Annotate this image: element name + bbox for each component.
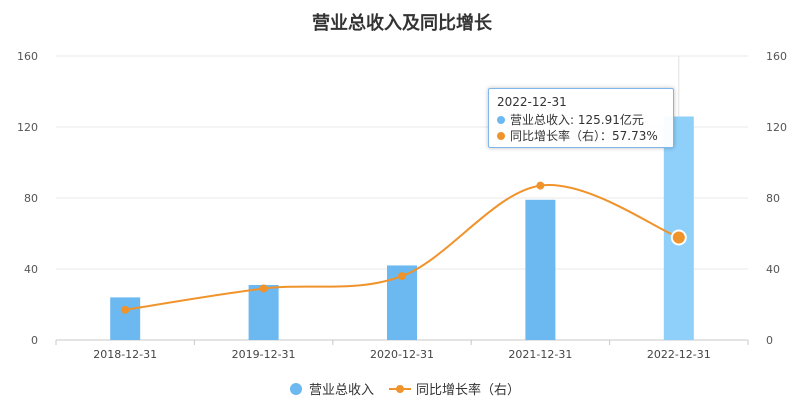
tooltip-revenue-label: 营业总收入 bbox=[510, 113, 571, 127]
tooltip-revenue-value: 125.91亿元 bbox=[577, 113, 644, 127]
tooltip-row-revenue: 营业总收入: 125.91亿元 bbox=[497, 111, 644, 128]
tooltip-growth-label: 同比增长率（右） bbox=[510, 129, 601, 143]
x-tick-label: 2022-12-31 bbox=[647, 348, 711, 361]
x-tick-label: 2019-12-31 bbox=[232, 348, 296, 361]
y-right-tick-label: 80 bbox=[766, 192, 780, 205]
tooltip-growth-dot bbox=[497, 132, 505, 140]
tooltip-row-growth: 同比增长率（右）：57.73% bbox=[497, 127, 658, 144]
legend-growth-label: 同比增长率（右） bbox=[416, 382, 520, 398]
growth-rate-point bbox=[259, 284, 268, 293]
y-right-tick-label: 120 bbox=[766, 121, 787, 134]
y-left-tick-label: 120 bbox=[17, 121, 38, 134]
y-right-tick-label: 40 bbox=[766, 263, 780, 276]
growth-rate-point bbox=[536, 181, 545, 190]
y-left-tick-label: 0 bbox=[31, 334, 38, 347]
tooltip-growth-value: 57.73% bbox=[612, 129, 658, 143]
y-right-tick-label: 160 bbox=[766, 50, 787, 63]
legend-growth-swatch-dot bbox=[396, 385, 404, 393]
chart-tooltip: 2022-12-31 营业总收入: 125.91亿元 同比增长率（右）：57.7… bbox=[488, 88, 674, 148]
revenue-bar bbox=[110, 297, 141, 340]
legend-revenue-swatch bbox=[290, 383, 302, 395]
revenue-bar bbox=[525, 199, 556, 340]
growth-rate-line bbox=[125, 184, 680, 311]
tooltip-separator: ： bbox=[600, 129, 613, 143]
growth-rate-point-highlighted bbox=[670, 229, 687, 246]
y-left-tick-label: 40 bbox=[24, 263, 38, 276]
y-left-tick-label: 80 bbox=[24, 192, 38, 205]
x-tick-label: 2021-12-31 bbox=[508, 348, 572, 361]
x-tick-label: 2018-12-31 bbox=[93, 348, 157, 361]
y-left-tick-label: 160 bbox=[17, 50, 38, 63]
y-right-tick-label: 0 bbox=[766, 334, 773, 347]
revenue-bar bbox=[663, 116, 694, 340]
tooltip-separator: : bbox=[570, 113, 578, 127]
tooltip-title: 2022-12-31 bbox=[497, 95, 567, 109]
growth-rate-point bbox=[398, 272, 406, 281]
chart-title: 营业总收入及同比增长 bbox=[312, 12, 493, 34]
legend-revenue-label: 营业总收入 bbox=[309, 383, 374, 398]
revenue-bar bbox=[248, 284, 279, 340]
x-tick-label: 2020-12-31 bbox=[370, 348, 434, 361]
tooltip-revenue-dot bbox=[497, 116, 505, 124]
growth-rate-point bbox=[121, 305, 130, 314]
